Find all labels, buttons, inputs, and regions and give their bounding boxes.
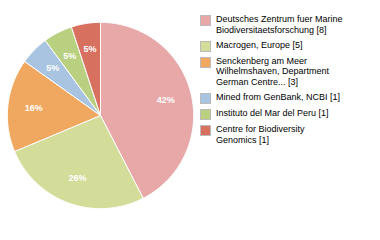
svg-text:16%: 16% — [25, 103, 43, 113]
html-text:Senckenberg am Meer Wilhelmsha: Senckenberg am Meer Wilhelmshaven, Depar… — [216, 55, 329, 88]
html-text:Macrogen, Europe [5]: Macrogen, Europe [5] — [216, 39, 303, 50]
svg-text:5%: 5% — [46, 63, 59, 73]
html-text:Deutsches Zentrum fuer Marine: Deutsches Zentrum fuer Marine Biodiversi… — [216, 14, 343, 35]
html-text:Instituto del Mar del Peru [1]: Instituto del Mar del Peru [1] — [216, 108, 329, 118]
svg-text:5%: 5% — [63, 51, 76, 61]
svg-text:26%: 26% — [69, 173, 87, 183]
html-text:Centre for Biodiversity Genomi: Centre for Biodiversity Genomics [1] — [216, 124, 305, 145]
html-text:Mined from GenBank, NCBI [1]: Mined from GenBank, NCBI [1] — [216, 92, 341, 102]
svg-text:42%: 42% — [157, 95, 175, 105]
svg-text:5%: 5% — [83, 44, 96, 54]
